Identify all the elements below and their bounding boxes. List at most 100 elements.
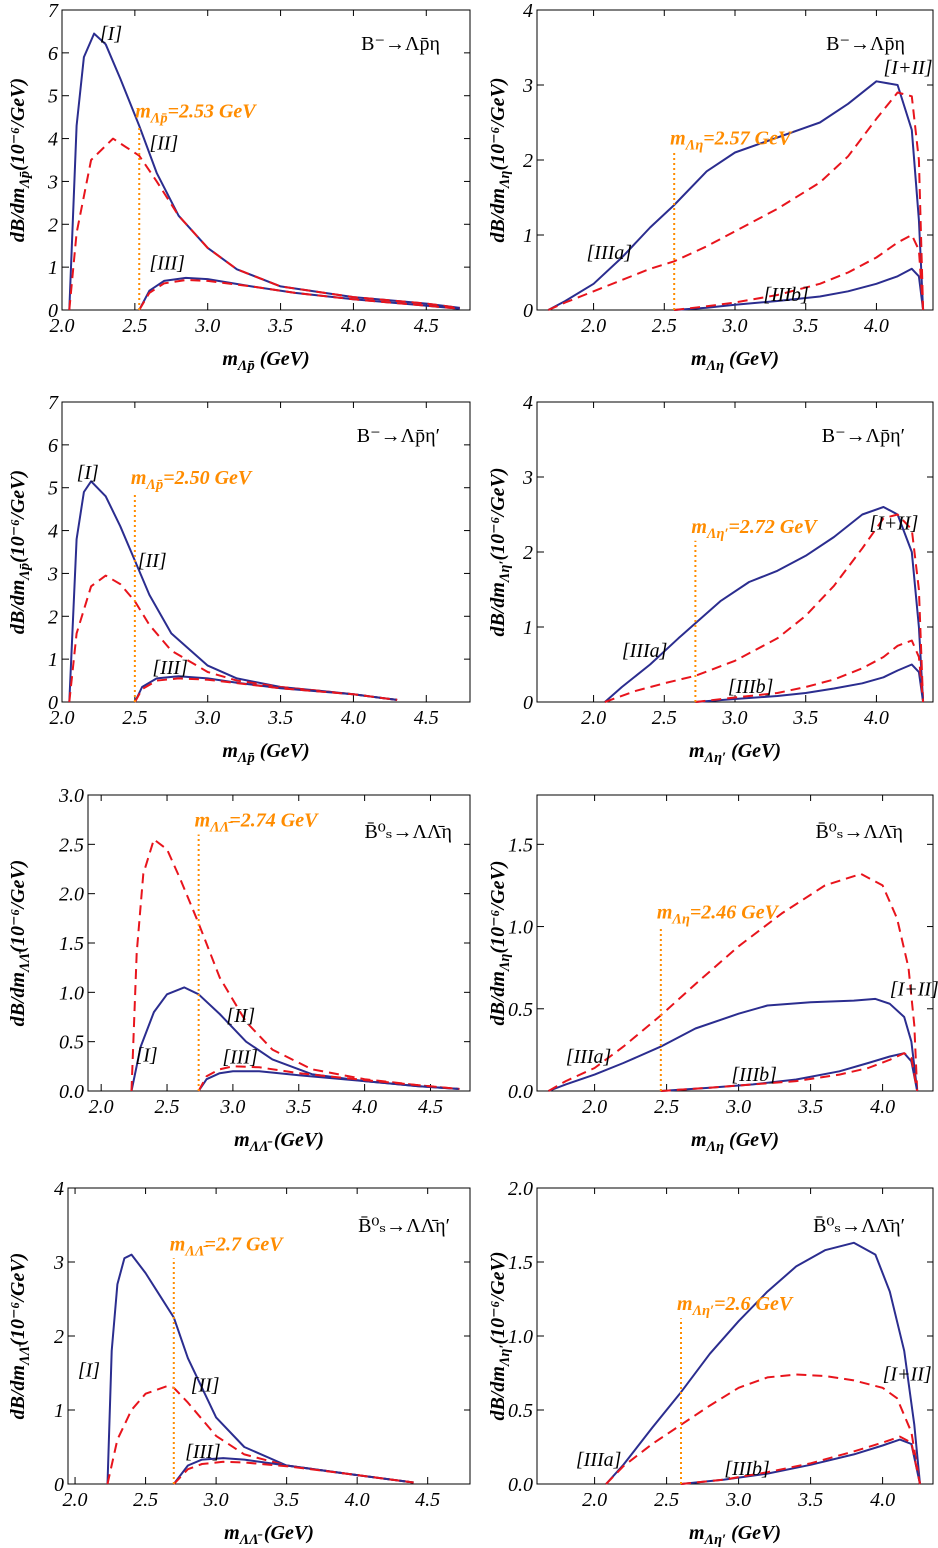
- x-axis-title: mΛη′ (GeV): [689, 1522, 781, 1548]
- threshold-label: mΛp̄=2.50 GeV: [131, 467, 253, 493]
- series-line-dashed: [138, 279, 460, 311]
- x-tick-label: 3.0: [194, 707, 220, 729]
- region-label: [I+II]: [890, 979, 938, 1001]
- region-label: [I]: [100, 23, 122, 45]
- region-label: [I+II]: [884, 57, 933, 79]
- y-tick-label: 6: [48, 435, 58, 457]
- y-tick-label: 0: [48, 692, 58, 714]
- series-line-solid: [133, 675, 398, 703]
- x-tick-label: 4.5: [415, 1489, 440, 1511]
- y-tick-label: 0: [48, 300, 58, 322]
- x-tick-label: 2.0: [50, 315, 75, 337]
- plot-frame: [61, 401, 471, 703]
- y-tick-label: 1: [523, 617, 533, 639]
- chart-panel-5: 2.0 2.5 3.0 3.5 4.0 4.5 0.0 0.5 1.0 1.5 2.0 2.5 3.0 m…: [7, 785, 471, 1155]
- series-line-solid: [604, 506, 925, 703]
- series-line-dashed: [106, 1385, 414, 1485]
- x-tick-label: 3.0: [725, 1489, 751, 1511]
- series-line-dashed: [674, 234, 925, 311]
- x-tick-label: 4.0: [864, 315, 889, 337]
- process-title: B̄⁰ₛ→ΛΛ̄η′: [358, 1215, 450, 1237]
- process-title: B⁻→Λp̄η: [826, 33, 905, 55]
- x-tick-label: 3.5: [267, 315, 293, 337]
- x-tick-label: 2.5: [652, 707, 677, 729]
- y-tick-label: 0.5: [508, 1400, 533, 1422]
- y-axis-title: dB/dmΛη′(10⁻⁶/GeV): [487, 1251, 513, 1420]
- region-label: [I+II]: [883, 1363, 932, 1385]
- series-line-solid: [197, 1070, 460, 1092]
- x-tick-label: 2.0: [582, 1096, 607, 1118]
- y-tick-label: 6: [48, 43, 58, 65]
- region-label: [I]: [78, 1360, 100, 1382]
- x-tick-label: 4.0: [870, 1096, 895, 1118]
- chart-panel-4: 2.0 2.5 3.0 3.5 4.0 0 1 2 3 4 mΛη′ (GeV) dB/dmΛη′(1…: [487, 392, 934, 766]
- x-axis-title: mΛη (GeV): [691, 1129, 779, 1155]
- threshold-label: mΛη=2.46 GeV: [657, 902, 780, 928]
- y-tick-label: 7: [48, 392, 59, 414]
- x-tick-label: 2.5: [654, 1096, 679, 1118]
- chart-panel-6: 2.0 2.5 3.0 3.5 4.0 0.0 0.5 1.0 1.5 mΛη (GeV) dB/d…: [487, 794, 938, 1155]
- y-tick-label: 1: [523, 225, 533, 247]
- y-tick-label: 1: [54, 1400, 64, 1422]
- x-tick-label: 2.0: [582, 1489, 607, 1511]
- region-label: [II]: [226, 1005, 255, 1027]
- y-tick-label: 2: [54, 1326, 64, 1348]
- x-tick-label: 2.0: [581, 707, 606, 729]
- region-label: [IIIb]: [763, 284, 809, 306]
- region-label: [IIIa]: [587, 242, 633, 264]
- series-line-dashed: [173, 1460, 414, 1485]
- y-axis-title: dB/dmΛp̄(10⁻⁶/GeV): [7, 470, 33, 634]
- plot-frame: [536, 9, 934, 311]
- y-tick-label: 2.0: [59, 884, 84, 906]
- series-line-solid: [68, 32, 460, 311]
- x-tick-label: 3.5: [792, 315, 818, 337]
- plot-frame: [536, 794, 934, 1092]
- y-axis-title: dB/dmΛp̄(10⁻⁶/GeV): [7, 78, 33, 242]
- x-tick-label: 4.5: [418, 1096, 443, 1118]
- y-tick-label: 5: [48, 478, 58, 500]
- series-line-dashed: [547, 91, 925, 311]
- region-label: [II]: [138, 550, 167, 572]
- threshold-label: mΛη′=2.72 GeV: [691, 516, 818, 542]
- series-line-dashed: [604, 513, 925, 703]
- y-tick-label: 4: [48, 129, 58, 151]
- x-tick-label: 3.5: [792, 707, 818, 729]
- process-title: B̄⁰ₛ→ΛΛ̄η: [364, 821, 452, 843]
- y-tick-label: 0: [523, 692, 533, 714]
- series-line-solid: [695, 663, 925, 703]
- y-tick-label: 0.5: [508, 999, 533, 1021]
- series-line-solid: [680, 1438, 921, 1485]
- x-tick-label: 3.0: [219, 1096, 245, 1118]
- y-tick-label: 0: [54, 1474, 64, 1496]
- x-tick-label: 4.0: [345, 1489, 370, 1511]
- x-axis-title: mΛΛ̄ (GeV): [224, 1522, 314, 1548]
- threshold-label: mΛη=2.57 GeV: [670, 128, 793, 154]
- x-axis-title: mΛη′ (GeV): [689, 740, 781, 766]
- x-axis-title: mΛp̄ (GeV): [222, 348, 309, 374]
- series-line-solid: [660, 1052, 919, 1092]
- x-tick-label: 2.0: [581, 315, 606, 337]
- y-tick-label: 3: [47, 171, 58, 193]
- series-line-dashed: [548, 872, 919, 1092]
- threshold-label: mΛΛ̄=2.7 GeV: [170, 1233, 284, 1259]
- x-tick-label: 2.5: [654, 1489, 679, 1511]
- y-tick-label: 2.0: [508, 1178, 533, 1200]
- x-tick-label: 2.5: [122, 315, 147, 337]
- region-label: [IIIb]: [728, 676, 774, 698]
- region-label: [IIIa]: [622, 640, 668, 662]
- chart-panel-1: 2.0 2.5 3.0 3.5 4.0 4.5 0 1 2 3 4 5 6 7 mΛp̄ (GeV) dB/d…: [7, 0, 471, 374]
- region-label: [III]: [185, 1441, 221, 1463]
- y-tick-label: 3: [522, 467, 533, 489]
- series-line-dashed: [605, 1373, 921, 1485]
- region-label: [IIIa]: [566, 1046, 612, 1068]
- y-tick-label: 1: [48, 257, 58, 279]
- x-tick-label: 2.0: [89, 1096, 114, 1118]
- series-line-solid: [106, 1253, 414, 1485]
- y-tick-label: 3: [53, 1252, 64, 1274]
- plot-frame: [536, 401, 934, 703]
- y-tick-label: 0.0: [508, 1081, 533, 1103]
- series-line-solid: [674, 267, 925, 311]
- series-line-dashed: [68, 137, 460, 311]
- series-line-solid: [138, 276, 460, 311]
